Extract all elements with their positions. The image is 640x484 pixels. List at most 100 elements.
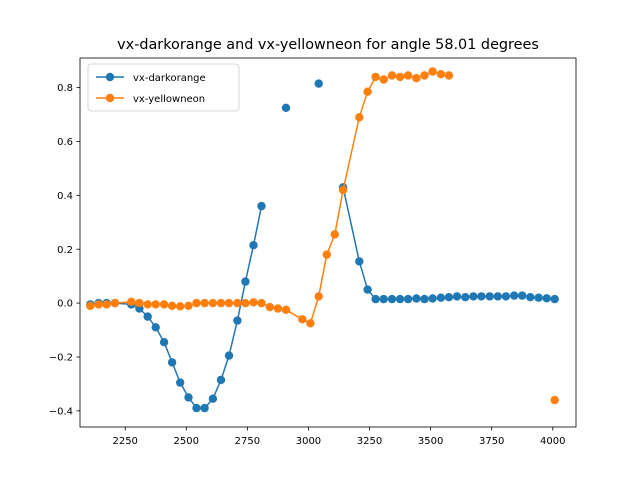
data-point bbox=[436, 70, 446, 79]
data-point bbox=[314, 79, 323, 88]
data-point bbox=[363, 285, 372, 294]
data-point bbox=[379, 294, 388, 304]
y-tick-label: −0.4 bbox=[49, 406, 73, 417]
data-point bbox=[412, 74, 421, 83]
data-point bbox=[224, 351, 234, 360]
data-point bbox=[110, 298, 120, 308]
legend-label: vx-darkorange bbox=[133, 73, 206, 84]
data-point bbox=[151, 300, 160, 309]
data-point bbox=[387, 294, 397, 304]
y-tick-label: −0.2 bbox=[49, 353, 73, 364]
legend-box bbox=[87, 63, 240, 112]
legend-label: vx-yellowneon bbox=[133, 94, 205, 105]
data-point bbox=[176, 302, 185, 311]
y-tick-label: 0.2 bbox=[57, 245, 73, 256]
data-point bbox=[379, 75, 388, 84]
x-tick-label: 3750 bbox=[479, 436, 504, 447]
y-tick-label: 0.0 bbox=[57, 299, 73, 310]
data-point bbox=[322, 250, 331, 259]
data-point bbox=[216, 298, 226, 308]
data-point bbox=[526, 293, 535, 302]
data-point bbox=[257, 298, 266, 308]
data-point bbox=[224, 298, 234, 308]
data-point bbox=[428, 67, 437, 76]
legend-marker bbox=[105, 72, 115, 82]
data-point bbox=[281, 103, 291, 113]
data-point bbox=[216, 375, 226, 385]
data-point bbox=[355, 257, 364, 266]
data-point bbox=[233, 298, 242, 308]
data-point bbox=[184, 393, 193, 402]
data-point bbox=[192, 403, 201, 413]
data-point bbox=[265, 302, 274, 312]
data-point bbox=[550, 294, 559, 304]
data-point bbox=[86, 301, 95, 310]
data-point bbox=[298, 315, 307, 324]
data-point bbox=[127, 297, 136, 306]
data-point bbox=[241, 298, 250, 308]
data-point bbox=[420, 71, 429, 80]
plot-area bbox=[86, 67, 559, 413]
data-point bbox=[200, 298, 209, 308]
data-point bbox=[159, 300, 169, 309]
y-tick-label: 0.8 bbox=[57, 83, 73, 94]
data-point bbox=[330, 230, 339, 239]
data-point bbox=[395, 72, 405, 82]
x-tick-label: 3000 bbox=[296, 436, 321, 447]
data-point bbox=[200, 403, 209, 413]
x-tick-label: 3250 bbox=[357, 436, 382, 447]
x-tick-label: 2500 bbox=[174, 436, 199, 447]
data-point bbox=[257, 201, 266, 211]
data-point bbox=[102, 300, 111, 309]
data-point bbox=[493, 292, 502, 301]
data-point bbox=[452, 292, 462, 301]
x-tick-label: 2250 bbox=[112, 436, 137, 447]
data-point bbox=[233, 316, 242, 325]
data-point bbox=[371, 294, 380, 304]
data-point bbox=[518, 291, 527, 300]
data-point bbox=[306, 319, 315, 328]
data-point bbox=[338, 185, 348, 195]
data-point bbox=[167, 358, 177, 367]
data-point bbox=[485, 292, 494, 301]
data-point bbox=[510, 291, 519, 300]
data-point bbox=[192, 298, 201, 308]
data-point bbox=[135, 298, 144, 308]
series-vx-yellowneon bbox=[86, 67, 559, 405]
data-point bbox=[387, 71, 397, 80]
data-point bbox=[94, 300, 103, 309]
legend-marker bbox=[105, 93, 115, 103]
data-point bbox=[314, 292, 323, 301]
data-point bbox=[249, 241, 258, 250]
data-point bbox=[469, 292, 478, 301]
data-point bbox=[436, 293, 446, 302]
data-point bbox=[273, 304, 283, 313]
axes: 2250 2500 2750 3000 3250 3500 3750 4000 −0.4 −0.2… bbox=[49, 57, 577, 447]
y-tick-label: 0.6 bbox=[57, 137, 73, 148]
data-point bbox=[208, 394, 218, 403]
data-point bbox=[444, 293, 454, 302]
data-point bbox=[151, 323, 160, 332]
data-point bbox=[428, 294, 437, 303]
x-tick-label: 3500 bbox=[418, 436, 443, 447]
data-point bbox=[542, 294, 551, 303]
data-point bbox=[395, 294, 405, 304]
x-tick-label: 2750 bbox=[235, 436, 260, 447]
data-point bbox=[176, 378, 185, 387]
data-point bbox=[534, 293, 543, 302]
chart-title: vx-darkorange and vx-yellowneon for angl… bbox=[117, 37, 539, 53]
data-point bbox=[249, 298, 258, 307]
data-point bbox=[363, 87, 372, 96]
data-point bbox=[159, 338, 169, 347]
data-point bbox=[355, 113, 364, 122]
y-tick-label: 0.4 bbox=[57, 191, 73, 202]
data-point bbox=[403, 71, 413, 80]
data-point bbox=[241, 277, 250, 286]
data-point bbox=[281, 305, 291, 314]
data-point bbox=[143, 312, 152, 321]
data-point bbox=[461, 293, 470, 302]
data-point bbox=[208, 298, 218, 308]
data-point bbox=[550, 395, 559, 405]
